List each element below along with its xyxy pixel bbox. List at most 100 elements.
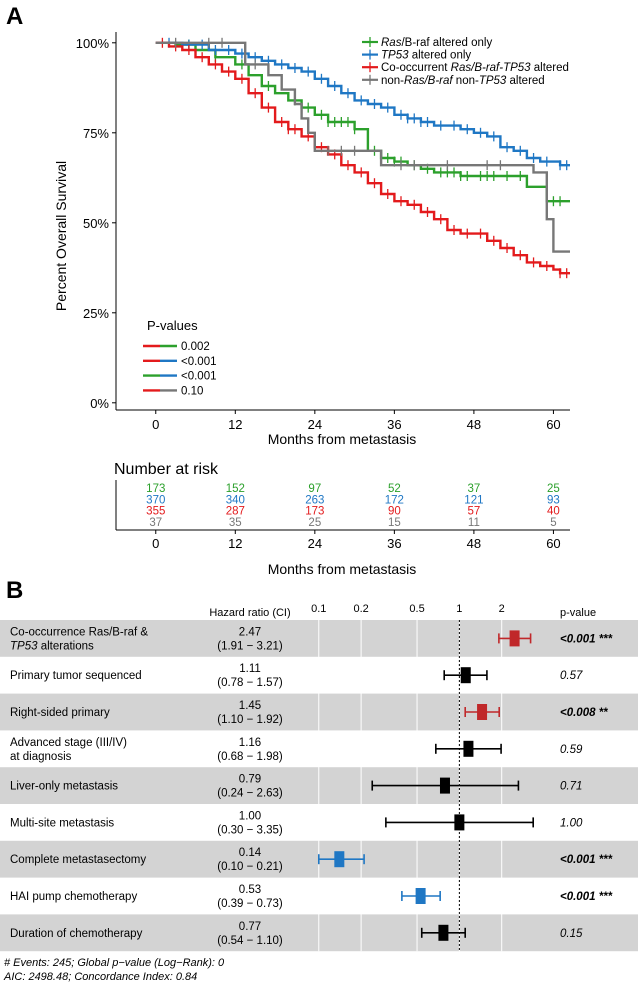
forest-x-tick-label: 0.2 (353, 603, 368, 615)
risk-count: 15 (388, 517, 401, 529)
forest-p-header: p-value (560, 607, 596, 619)
forest-footer-line1: # Events: 245; Global p−value (Log−Rank)… (4, 957, 225, 969)
km-y-axis-title: Percent Overall Survival (53, 161, 69, 311)
forest-row-label-line2-part: at diagnosis (10, 751, 72, 763)
risk-count: 97 (308, 483, 321, 495)
risk-x-tick-label: 60 (546, 536, 560, 551)
risk-count: 121 (464, 494, 483, 506)
risk-count: 57 (467, 506, 480, 518)
km-plot-area (116, 32, 570, 410)
forest-hr-value: 0.77 (239, 921, 261, 933)
risk-table-title: Number at risk (114, 461, 219, 478)
km-legend-label-part: altered only (409, 50, 472, 62)
risk-count: 173 (305, 506, 324, 518)
risk-count: 152 (226, 483, 245, 495)
km-x-tick-label: 48 (467, 417, 481, 432)
forest-ci-value: (1.91 − 3.21) (217, 640, 283, 652)
forest-hr-value: 0.14 (239, 847, 262, 859)
forest-row-label: Advanced stage (III/IV) (10, 737, 127, 749)
forest-ci-value: (1.10 − 1.92) (217, 714, 283, 726)
risk-count: 25 (308, 517, 321, 529)
forest-row-label-line2: TP53 alterations (10, 640, 94, 652)
km-legend-label-part: non- (453, 75, 479, 87)
forest-row-label-line2-part: TP53 (10, 640, 38, 652)
pvalue-label: 0.002 (181, 341, 210, 353)
km-legend-label-part: Co-occurrent (381, 62, 451, 74)
forest-point-estimate (438, 924, 449, 941)
risk-count: 173 (146, 483, 165, 495)
risk-count: 11 (468, 517, 480, 529)
forest-row-label: Liver-only metastasis (10, 781, 118, 793)
forest-pvalue: <0.001 *** (560, 891, 613, 903)
forest-row-label: Complete metastasectomy (10, 854, 146, 866)
km-curve-series-1 (155, 41, 570, 167)
forest-hr-value: 1.00 (239, 810, 261, 822)
forest-ci-value: (0.68 − 1.98) (217, 751, 283, 763)
forest-hr-header: Hazard ratio (CI) (209, 607, 290, 619)
km-legend-label-part: TP53 (479, 75, 507, 87)
forest-row-label: Multi-site metastasis (10, 817, 114, 829)
forest-row-label: Duration of chemotherapy (10, 928, 143, 940)
risk-x-tick-label: 48 (467, 536, 481, 551)
forest-hr-value: 2.47 (239, 626, 261, 638)
forest-ci-value: (0.10 − 0.21) (217, 861, 283, 873)
km-y-tick-label: 50% (83, 216, 109, 231)
risk-count: 52 (388, 483, 401, 495)
km-y-tick-label: 25% (83, 306, 109, 321)
km-y-tick-label: 100% (76, 36, 110, 51)
km-curve-series-3 (155, 41, 570, 253)
km-x-tick-label: 12 (228, 417, 242, 432)
forest-row-label: HAI pump chemotherapy (10, 891, 137, 903)
forest-point-estimate (415, 888, 426, 904)
km-legend-label: Co-occurrent Ras/B-raf-TP53 altered (381, 62, 569, 74)
forest-ci-value: (0.39 − 0.73) (217, 898, 283, 910)
panel-a-label: A (6, 3, 23, 30)
risk-count: 90 (388, 506, 401, 518)
forest-plot: 0.1 0.2 0.5 1 2 Co-occurrence Ras/B-raf & TP53… (0, 603, 638, 952)
forest-ci-value: (0.78 − 1.57) (217, 677, 283, 689)
forest-point-estimate (460, 667, 471, 684)
pvalue-legend-title: P-values (147, 318, 198, 333)
forest-x-tick-label: 1 (456, 603, 462, 615)
forest-point-estimate (509, 630, 520, 647)
km-legend-label-part: TP53 (381, 50, 409, 62)
forest-row-label: Co-occurrence Ras/B-raf & (10, 626, 148, 638)
km-legend-label-part: Ras/B-raf-TP53 (451, 62, 531, 74)
risk-count: 355 (146, 506, 165, 518)
km-x-tick-label: 0 (152, 417, 159, 432)
forest-hr-value: 0.53 (239, 884, 261, 896)
km-legend-label-part: non- (381, 75, 404, 87)
forest-pvalue: <0.008 ** (560, 707, 608, 719)
forest-x-tick-label: 0.1 (311, 603, 326, 615)
forest-ci-value: (0.30 − 3.35) (217, 824, 283, 836)
risk-count: 287 (226, 506, 245, 518)
forest-ci-value: (0.24 − 2.63) (217, 788, 283, 800)
risk-x-tick-label: 12 (228, 536, 242, 551)
forest-hr-value: 0.79 (239, 774, 261, 786)
forest-pvalue: 0.59 (560, 744, 583, 756)
risk-x-tick-label: 24 (308, 536, 322, 551)
km-legend-label-part: altered (531, 62, 569, 74)
risk-x-axis-title: Months from metastasis (268, 561, 417, 577)
km-y-tick-label: 75% (83, 126, 109, 141)
forest-pvalue: 1.00 (560, 817, 583, 829)
forest-footer-line2: AIC: 2498.48; Concordance Index: 0.84 (3, 971, 197, 983)
forest-point-estimate (454, 814, 465, 831)
km-curve-series-2 (155, 41, 570, 275)
km-y-tick-label: 0% (90, 396, 109, 411)
km-legend-label-part: altered (506, 75, 544, 87)
risk-count: 37 (467, 483, 480, 495)
pvalue-label: <0.001 (181, 371, 217, 383)
pvalue-label: 0.10 (181, 385, 203, 397)
km-x-axis-title: Months from metastasis (268, 431, 417, 447)
km-legend-label: non-Ras/B-raf non-TP53 altered (381, 75, 545, 87)
forest-pvalue: <0.001 *** (560, 854, 613, 866)
risk-count: 40 (547, 506, 560, 518)
forest-point-estimate (439, 777, 450, 794)
risk-count: 370 (146, 494, 165, 506)
risk-x-tick-label: 36 (387, 536, 401, 551)
forest-x-tick-label: 0.5 (409, 603, 424, 615)
forest-pvalue: 0.57 (560, 670, 583, 682)
forest-x-tick-label: 2 (499, 603, 505, 615)
